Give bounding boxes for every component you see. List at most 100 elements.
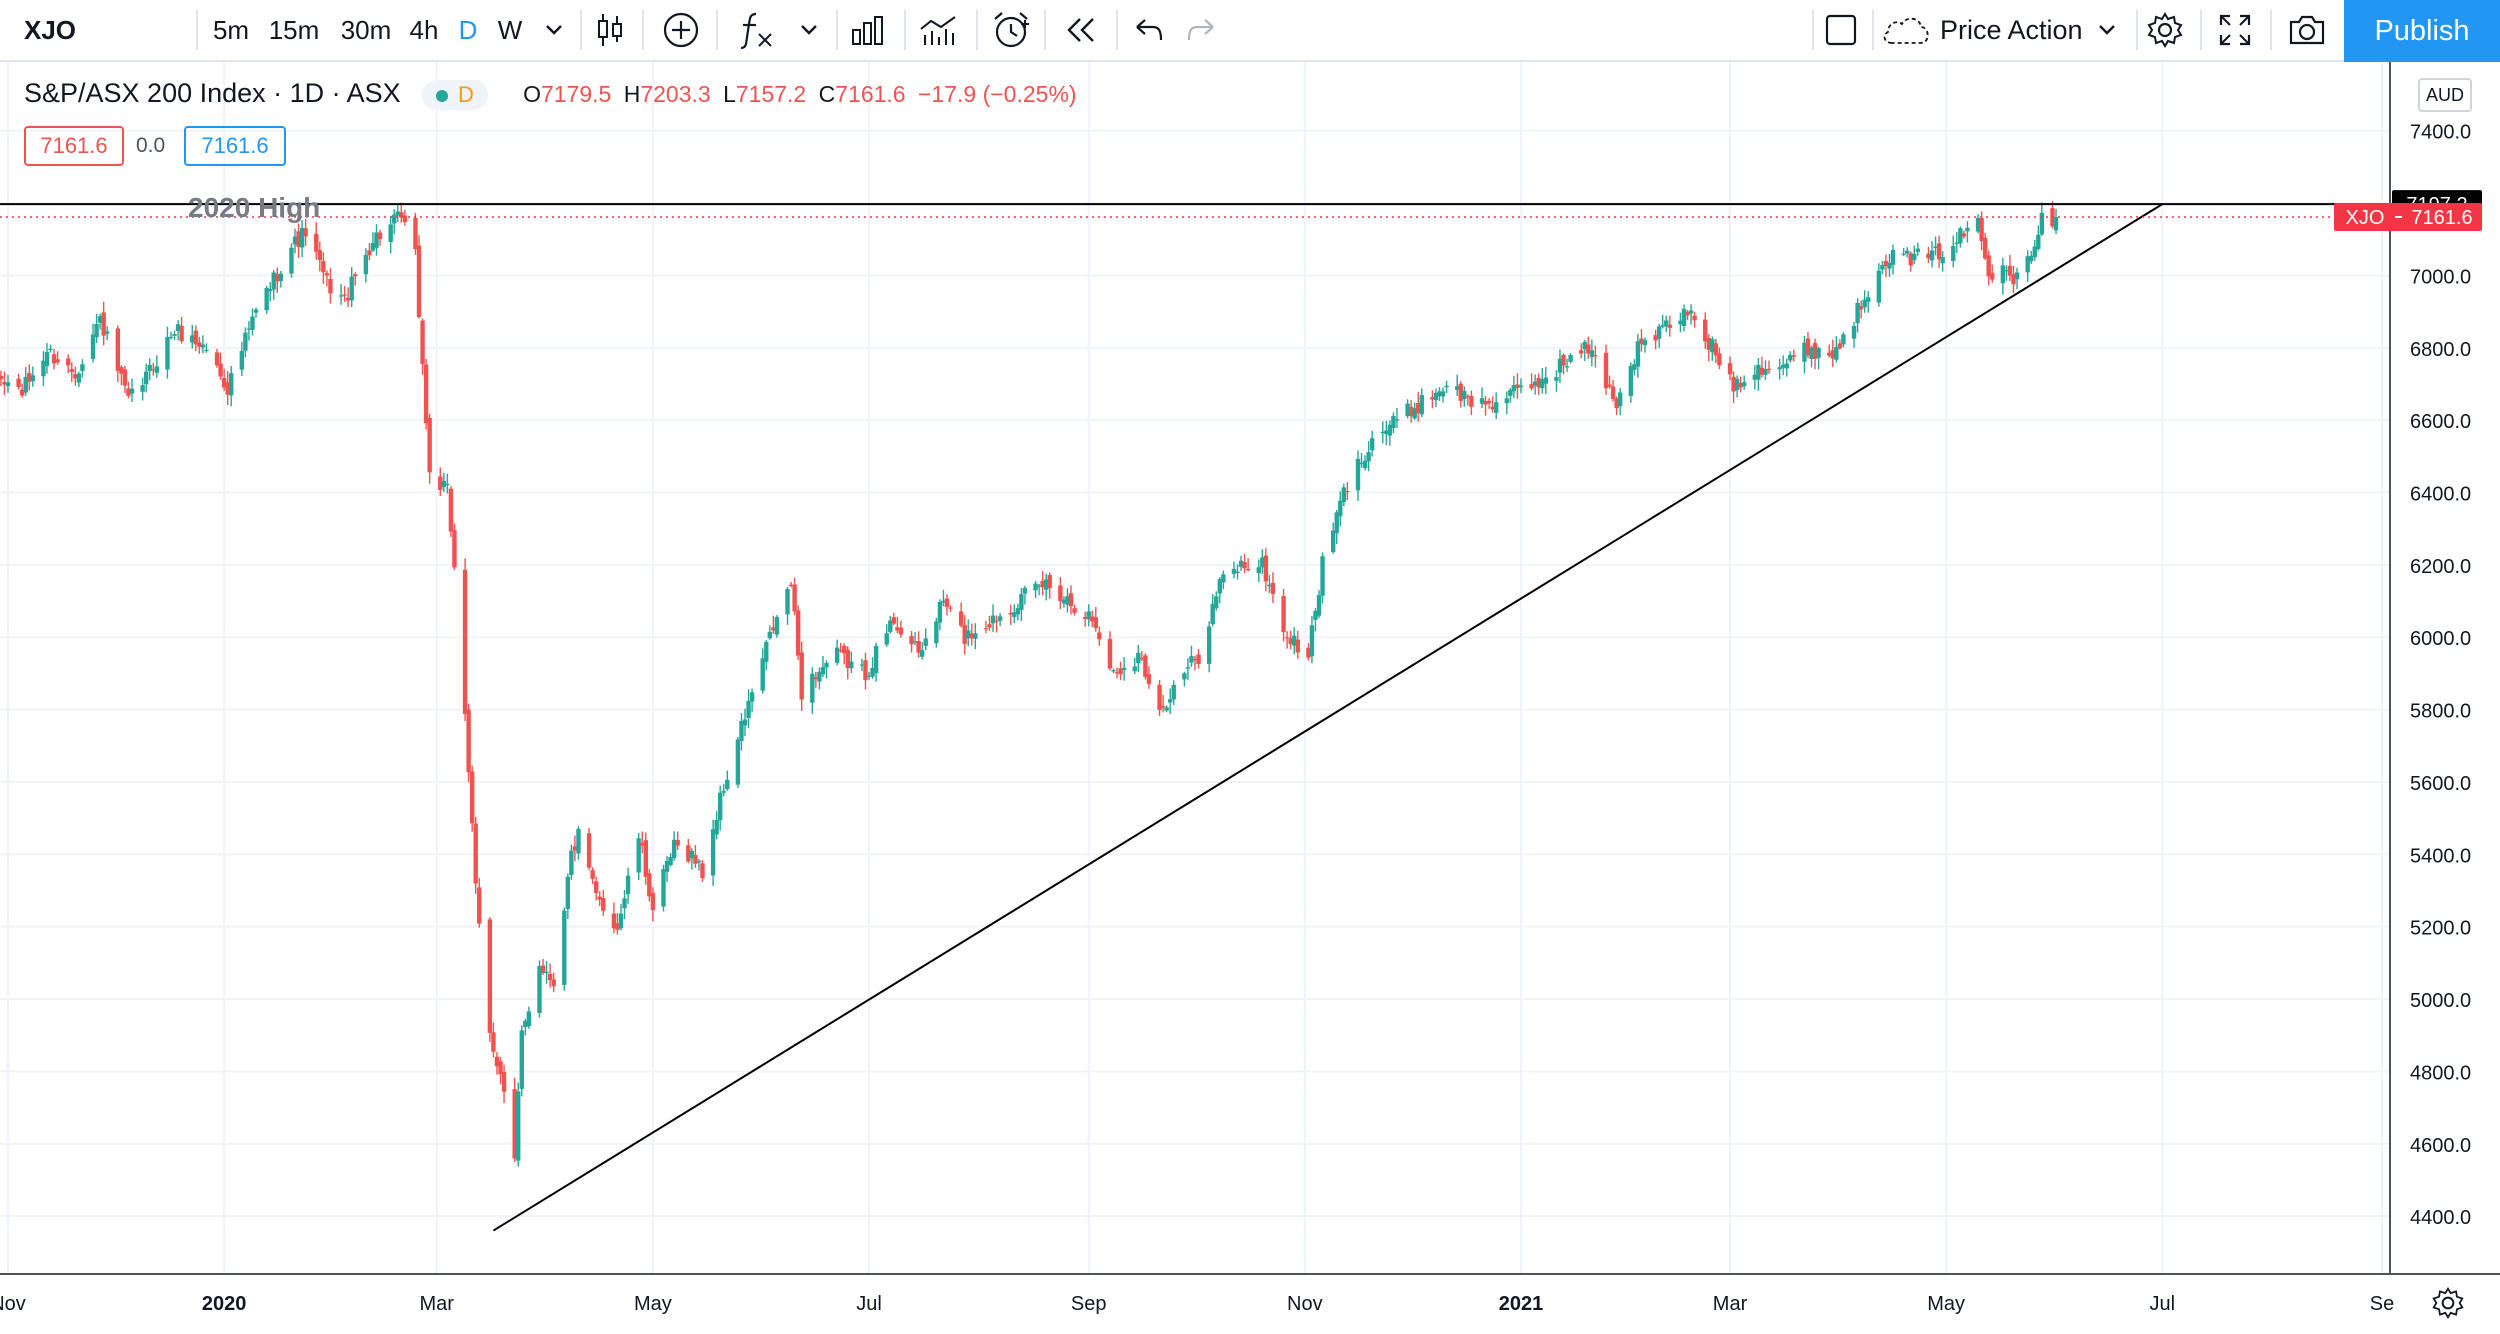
- candle: [1430, 390, 1435, 409]
- layout-selector[interactable]: Price Action: [1880, 0, 2126, 60]
- buy-price-box[interactable]: 7161.6: [184, 126, 286, 166]
- interval-d-active[interactable]: D: [450, 0, 486, 60]
- templates-button[interactable]: [910, 0, 968, 60]
- indicators-dropdown[interactable]: [790, 0, 828, 60]
- interval-15m[interactable]: 15m: [262, 0, 326, 60]
- candle-body: [1532, 381, 1538, 386]
- candle-body: [873, 645, 879, 674]
- toolbar-divider: [976, 10, 978, 50]
- price-tick-label: 5400.0: [2410, 845, 2471, 867]
- interval-4h[interactable]: 4h: [404, 0, 444, 60]
- chevron-down-icon: [546, 25, 562, 35]
- fullscreen-button[interactable]: [2210, 0, 2260, 60]
- indicators-button[interactable]: [730, 0, 782, 60]
- candle-body: [115, 328, 121, 371]
- square-button[interactable]: [1818, 0, 1864, 60]
- intervals-dropdown[interactable]: [536, 0, 572, 60]
- redo-button[interactable]: [1178, 0, 1224, 60]
- candle: [1915, 242, 1921, 256]
- candle-body: [615, 923, 620, 930]
- candle: [1681, 304, 1687, 332]
- candle-body: [516, 1091, 521, 1161]
- low-label: L: [723, 81, 736, 107]
- time-tick-label: Se: [2370, 1293, 2394, 1315]
- candle: [1065, 588, 1070, 613]
- undo-button[interactable]: [1126, 0, 1172, 60]
- interval-30m[interactable]: 30m: [334, 0, 398, 60]
- candle-body: [1111, 670, 1116, 672]
- candle: [328, 268, 333, 304]
- candle-body: [229, 373, 234, 396]
- candle: [427, 413, 432, 484]
- candle-body: [1738, 382, 1743, 388]
- candle-body: [842, 645, 847, 654]
- toolbar-divider: [716, 10, 718, 50]
- candle-body: [1405, 403, 1410, 417]
- candle: [1288, 630, 1293, 650]
- candle-body: [1603, 352, 1609, 389]
- candle-body: [51, 354, 57, 364]
- interval-5m[interactable]: 5m: [206, 0, 256, 60]
- candle-body: [299, 227, 305, 248]
- candle: [1483, 395, 1488, 416]
- candle-body: [537, 966, 542, 1013]
- candle-body: [1639, 338, 1644, 345]
- candle: [2000, 257, 2006, 295]
- candle: [1685, 309, 1690, 321]
- candle-body: [1483, 400, 1488, 405]
- settings-button[interactable]: [2140, 0, 2190, 60]
- candle: [1444, 380, 1449, 394]
- candle-body: [1093, 617, 1098, 628]
- chart-type-button[interactable]: [586, 0, 634, 60]
- candle-body: [2014, 272, 2020, 280]
- candle-body: [1338, 500, 1343, 517]
- candle-body: [441, 480, 447, 488]
- candle: [1111, 668, 1116, 674]
- candle-body: [1617, 392, 1623, 407]
- candle: [810, 667, 815, 714]
- candle: [126, 381, 131, 399]
- compare-button[interactable]: [656, 0, 706, 60]
- currency-badge[interactable]: AUD: [2418, 78, 2472, 112]
- candle: [895, 616, 900, 634]
- candle-body: [586, 833, 592, 868]
- candle: [1366, 441, 1371, 472]
- financials-button[interactable]: [840, 0, 896, 60]
- candle-body: [151, 369, 156, 371]
- time-axis-settings-button[interactable]: [2420, 1278, 2476, 1328]
- candle-body: [1490, 406, 1495, 410]
- candle-body: [1529, 384, 1534, 389]
- candle: [143, 363, 149, 393]
- candle-body: [912, 641, 918, 643]
- price-chart[interactable]: 4400.0 4600.0 4800.0 5000.0 5200.0 5400.0 5600…: [0, 62, 2500, 1334]
- candle-body: [941, 600, 946, 603]
- candle-body: [1642, 340, 1648, 346]
- candle: [1656, 323, 1662, 348]
- market-status-badge[interactable]: D: [421, 80, 488, 111]
- sell-price-box[interactable]: 7161.6: [24, 126, 124, 166]
- annotation-2020-high[interactable]: 2020 High: [188, 192, 321, 223]
- candle-body: [1281, 596, 1286, 633]
- candle-body: [119, 367, 124, 374]
- candle-body: [1582, 341, 1587, 350]
- candle: [487, 917, 493, 1042]
- symbol-search[interactable]: XJO: [10, 0, 124, 60]
- interval-w[interactable]: W: [490, 0, 530, 60]
- replay-button[interactable]: [1056, 0, 1106, 60]
- price-tick-label: 6000.0: [2410, 628, 2471, 650]
- publish-button[interactable]: Publish: [2344, 0, 2500, 62]
- trendline: [492, 203, 2163, 1232]
- alert-button[interactable]: [986, 0, 1036, 60]
- candle: [193, 325, 198, 352]
- candle: [1462, 386, 1467, 407]
- candle: [1072, 604, 1077, 616]
- candle-body: [292, 236, 298, 245]
- candle: [1316, 590, 1322, 619]
- candle: [494, 1051, 500, 1075]
- candle-body: [1132, 666, 1137, 672]
- snapshot-button[interactable]: [2282, 0, 2332, 60]
- candle-body: [1245, 568, 1251, 571]
- candle-body: [2029, 255, 2034, 262]
- candle: [268, 282, 273, 302]
- candle: [200, 335, 206, 354]
